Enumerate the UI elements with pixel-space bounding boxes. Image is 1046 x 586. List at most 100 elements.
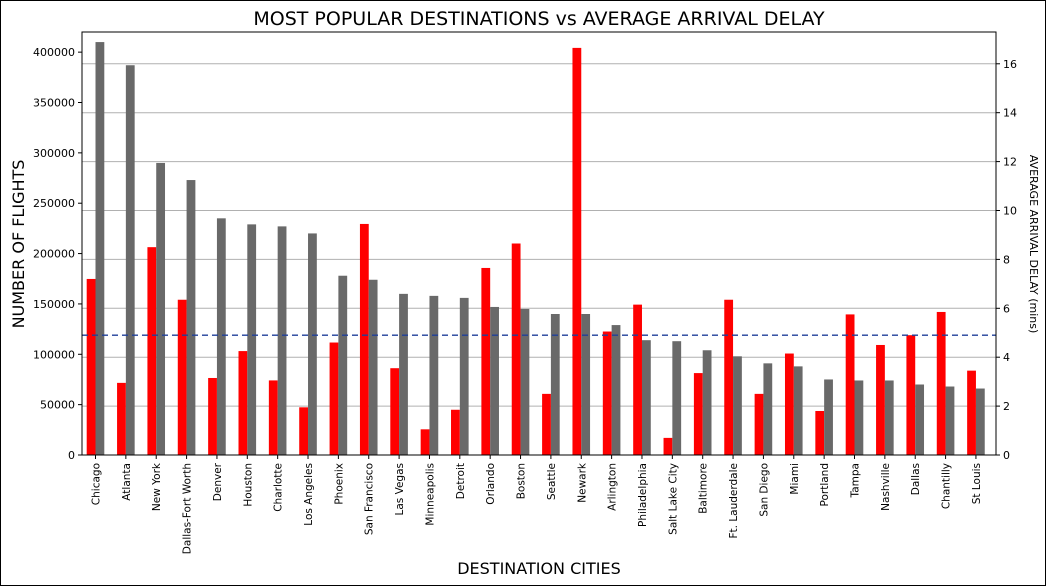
bar-delay	[542, 393, 551, 455]
y-axis-label: NUMBER OF FLIGHTS	[9, 160, 28, 329]
x-tick-label: Portland	[819, 463, 831, 507]
bar-flights	[186, 180, 196, 456]
bar-flights	[702, 350, 712, 455]
x-tick-label: Miami	[789, 463, 801, 495]
chart-title: MOST POPULAR DESTINATIONS vs AVERAGE ARR…	[253, 8, 825, 30]
bar-delay	[420, 429, 430, 455]
bar-flights	[308, 233, 317, 455]
x-tick-label: Chantilly	[941, 463, 953, 509]
x-tick-label: New York	[151, 462, 163, 511]
x-tick-label: Minneapolis	[424, 463, 436, 526]
x-tick-label: Tampa	[850, 463, 862, 498]
bar-flights	[854, 380, 864, 455]
bar-flights	[216, 218, 226, 455]
bar-flights	[641, 340, 651, 455]
bar-delay	[967, 370, 976, 455]
bar-delay	[815, 410, 825, 455]
x-tick-label: Baltimore	[698, 463, 710, 514]
y-tick-label: 200000	[33, 248, 75, 261]
y-tick-label: 150000	[33, 298, 75, 311]
x-tick-label: Phoenix	[333, 463, 345, 505]
x-tick-label: Arlington	[607, 463, 619, 511]
bar-delay	[511, 243, 521, 455]
x-axis-label: DESTINATION CITIES	[457, 559, 621, 578]
x-tick-label: Newark	[576, 462, 588, 503]
x-tick-label: San Diego	[758, 463, 770, 517]
x-tick-label: Atlanta	[121, 463, 133, 501]
x-tick-label: Denver	[212, 462, 224, 501]
bar-delay	[845, 314, 855, 455]
y2-tick-label: 2	[1003, 400, 1010, 413]
bar-flights	[550, 314, 560, 455]
bar-flights	[459, 297, 469, 455]
y-tick-label: 50000	[40, 399, 75, 412]
x-tick-label: Nashville	[880, 463, 892, 511]
bar-flights	[733, 356, 742, 455]
bar-delay	[481, 267, 491, 455]
bar-flights	[399, 293, 408, 455]
bar-flights	[277, 226, 287, 455]
y2-tick-label: 16	[1003, 58, 1017, 71]
x-tick-label: Ft. Lauderdale	[728, 463, 740, 539]
x-tick-label: Las Vegas	[394, 463, 406, 516]
bar-flights	[793, 366, 803, 455]
x-tick-label: Seattle	[546, 463, 558, 500]
y2-tick-label: 12	[1003, 156, 1017, 169]
bar-delay	[359, 223, 369, 455]
bar-delay	[602, 331, 612, 455]
bar-flights	[490, 306, 499, 455]
bar-delay	[451, 409, 460, 455]
x-tick-label: Dallas	[910, 463, 922, 495]
bar-delay	[906, 335, 916, 455]
x-tick-label: Boston	[516, 463, 528, 499]
bar-delay	[299, 407, 309, 455]
x-tick-label: Orlando	[485, 463, 497, 505]
y2-axis-label: AVERAGE ARRIVAL DELAY (mins)	[1027, 155, 1040, 334]
bar-delay	[86, 278, 96, 455]
bar-flights	[247, 224, 257, 455]
plot-area-border	[81, 31, 997, 456]
bar-flights	[945, 386, 955, 455]
bar-delay	[268, 380, 278, 455]
y2-tick-label: 4	[1003, 351, 1010, 364]
y-tick-label: 400000	[33, 46, 75, 59]
bar-flights	[429, 295, 439, 455]
y2-tick-label: 10	[1003, 204, 1017, 217]
bar-flights	[125, 65, 135, 455]
bar-delay	[117, 382, 126, 455]
bar-flights	[975, 388, 985, 455]
x-tick-label: Dallas-Fort Worth	[182, 463, 194, 554]
bar-delay	[693, 373, 703, 455]
x-tick-label: Charlotte	[273, 463, 285, 512]
y2-tick-label: 6	[1003, 302, 1010, 315]
x-tick-label: Houston	[242, 463, 254, 507]
y2-tick-label: 8	[1003, 253, 1010, 266]
bar-flights	[338, 275, 348, 455]
bar-delay	[633, 304, 642, 455]
bar-delay	[238, 351, 248, 455]
bar-delay	[208, 377, 217, 455]
y2-tick-label: 0	[1003, 449, 1010, 462]
bar-flights	[824, 379, 833, 455]
x-tick-label: Chicago	[91, 463, 103, 505]
x-tick-label: Los Angeles	[303, 463, 315, 526]
bar-delay	[390, 368, 400, 455]
bar-delay	[936, 311, 946, 455]
bar-flights	[368, 279, 378, 455]
y-tick-label: 300000	[33, 147, 75, 160]
y2-tick-label: 14	[1003, 107, 1017, 120]
y-tick-label: 0	[68, 449, 75, 462]
bar-delay	[147, 247, 157, 455]
bar-delay	[784, 353, 794, 455]
bar-flights	[581, 314, 591, 455]
x-tick-label: San Francisco	[364, 463, 376, 535]
axes: 0 50000 100000 150000 200000 250000 300000 3500…	[33, 46, 1017, 554]
bar-flights	[915, 384, 925, 455]
bar-flights	[884, 380, 894, 455]
y-tick-label: 100000	[33, 348, 75, 361]
bar-flights	[156, 162, 166, 455]
bar-flights	[611, 325, 621, 455]
y-tick-label: 350000	[33, 97, 75, 110]
x-tick-label: Detroit	[455, 463, 467, 499]
